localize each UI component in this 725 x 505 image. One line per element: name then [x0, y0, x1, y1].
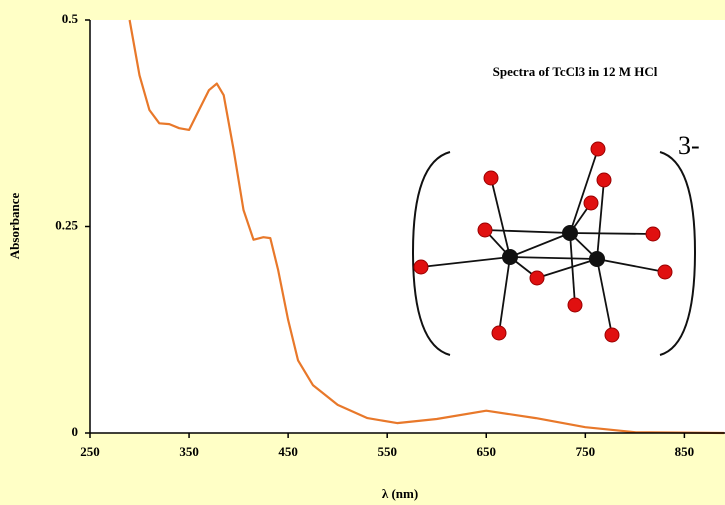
charge-label: 3- [678, 131, 700, 160]
x-tick-label: 350 [179, 444, 199, 459]
y-tick-label: 0.25 [55, 217, 78, 232]
y-tick-label: 0.5 [62, 11, 79, 26]
x-tick-label: 450 [278, 444, 298, 459]
x-tick-label: 550 [377, 444, 397, 459]
x-axis-label: λ (nm) [382, 486, 418, 501]
x-tick-label: 750 [576, 444, 596, 459]
chart: Spectra of TcCl3 in 12 M HCl 3- λ (nm) A… [0, 0, 725, 505]
x-tick-label: 650 [477, 444, 497, 459]
y-axis-label: Absorbance [7, 193, 22, 260]
plot-area [90, 20, 725, 433]
x-tick-label: 250 [80, 444, 100, 459]
chart-title: Spectra of TcCl3 in 12 M HCl [493, 64, 658, 79]
y-tick-label: 0 [72, 424, 79, 439]
x-tick-label: 850 [675, 444, 695, 459]
